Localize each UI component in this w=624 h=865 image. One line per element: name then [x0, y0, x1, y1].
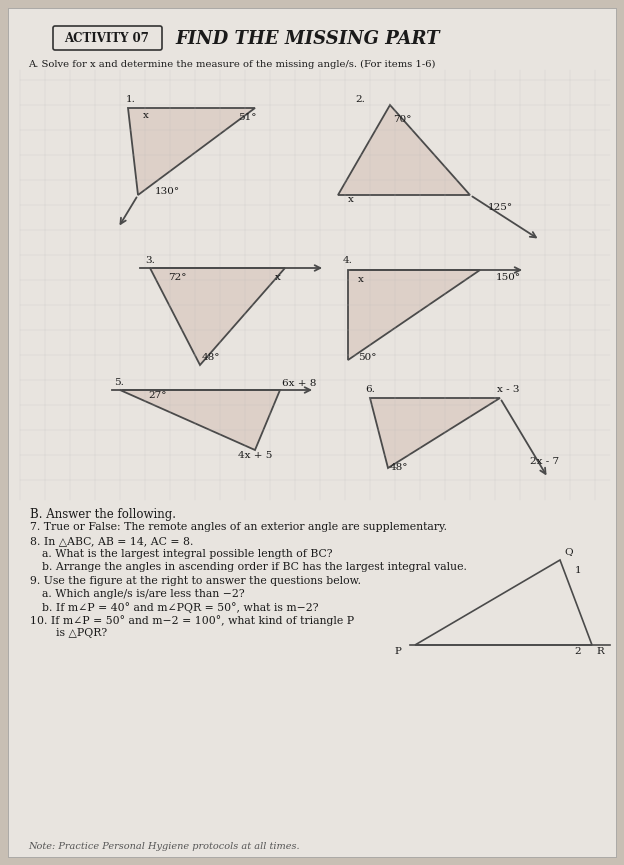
Text: 6.: 6.: [365, 385, 375, 394]
Text: x: x: [143, 112, 149, 120]
Text: 2.: 2.: [355, 95, 365, 104]
Text: 8. In △ABC, AB = 14, AC = 8.: 8. In △ABC, AB = 14, AC = 8.: [30, 536, 193, 546]
Text: 7. True or False: The remote angles of an exterior angle are supplementary.: 7. True or False: The remote angles of a…: [30, 522, 447, 532]
Text: 2: 2: [574, 647, 580, 656]
Text: Note: Practice Personal Hygiene protocols at all times.: Note: Practice Personal Hygiene protocol…: [28, 842, 300, 851]
Text: A. Solve for x and determine the measure of the missing angle/s. (For items 1-6): A. Solve for x and determine the measure…: [28, 60, 436, 69]
Text: 3.: 3.: [145, 256, 155, 265]
Text: 4.: 4.: [343, 256, 353, 265]
Text: b. If m∠P = 40° and m∠PQR = 50°, what is m−2?: b. If m∠P = 40° and m∠PQR = 50°, what is…: [42, 602, 318, 613]
Text: b. Arrange the angles in ascending order if BC has the largest integral value.: b. Arrange the angles in ascending order…: [42, 562, 467, 572]
Text: 150°: 150°: [496, 273, 521, 283]
Text: 5.: 5.: [114, 378, 124, 387]
Text: 50°: 50°: [358, 353, 376, 362]
Text: 2x - 7: 2x - 7: [530, 458, 559, 466]
Text: 70°: 70°: [393, 116, 411, 125]
Text: 125°: 125°: [488, 203, 513, 213]
Polygon shape: [150, 268, 285, 365]
Text: P: P: [394, 647, 401, 656]
Text: 4x + 5: 4x + 5: [238, 451, 272, 459]
Text: FIND THE MISSING PART: FIND THE MISSING PART: [175, 30, 439, 48]
Text: a. Which angle/s is/are less than −2?: a. Which angle/s is/are less than −2?: [42, 589, 245, 599]
Text: 9. Use the figure at the right to answer the questions below.: 9. Use the figure at the right to answer…: [30, 576, 361, 586]
Text: x: x: [358, 275, 364, 285]
Text: x: x: [275, 273, 281, 283]
Polygon shape: [338, 105, 470, 195]
Text: 48°: 48°: [202, 354, 220, 362]
Text: 130°: 130°: [155, 188, 180, 196]
Text: 72°: 72°: [168, 273, 187, 283]
Text: 6x + 8: 6x + 8: [282, 380, 316, 388]
Polygon shape: [128, 108, 255, 195]
Polygon shape: [370, 398, 500, 468]
Text: 1: 1: [575, 566, 582, 575]
Text: 48°: 48°: [390, 464, 409, 472]
Polygon shape: [120, 390, 280, 450]
Text: x - 3: x - 3: [497, 386, 520, 394]
Text: Q: Q: [564, 547, 573, 556]
Text: ACTIVITY 07: ACTIVITY 07: [64, 33, 149, 46]
Text: 27°: 27°: [148, 392, 167, 400]
Text: 1.: 1.: [126, 95, 136, 104]
Text: 10. If m∠P = 50° and m−2 = 100°, what kind of triangle P: 10. If m∠P = 50° and m−2 = 100°, what ki…: [30, 615, 354, 626]
Text: a. What is the largest integral possible length of BC?: a. What is the largest integral possible…: [42, 549, 333, 559]
Text: x: x: [348, 195, 354, 204]
Text: is △PQR?: is △PQR?: [42, 628, 107, 638]
FancyBboxPatch shape: [8, 8, 616, 857]
Text: B. Answer the following.: B. Answer the following.: [30, 508, 176, 521]
FancyBboxPatch shape: [53, 26, 162, 50]
Text: 51°: 51°: [238, 113, 256, 123]
Polygon shape: [348, 270, 480, 360]
Text: R: R: [596, 647, 604, 656]
